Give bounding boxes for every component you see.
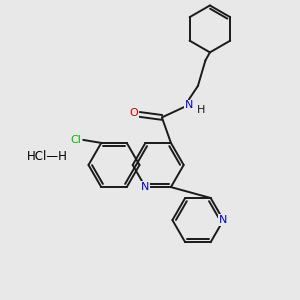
Text: HCl—H: HCl—H [27,149,68,163]
Text: O: O [129,108,138,118]
Text: N: N [141,182,150,192]
Text: N: N [219,215,228,225]
Text: H: H [197,105,205,115]
Text: N: N [185,100,193,110]
Text: Cl: Cl [70,135,81,145]
